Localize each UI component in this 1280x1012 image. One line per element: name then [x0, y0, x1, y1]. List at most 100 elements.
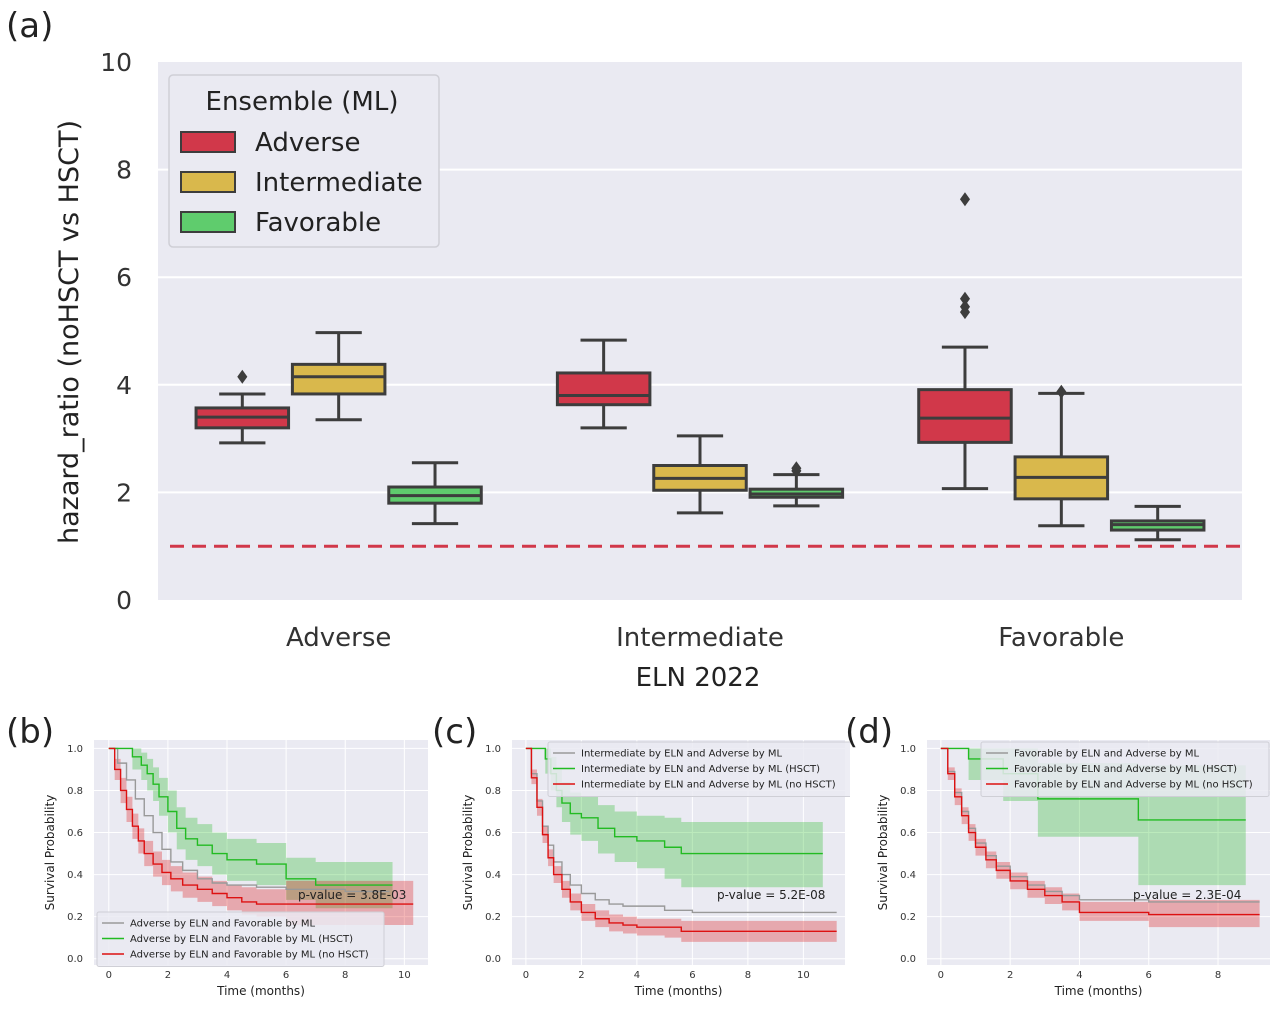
legend-label: Intermediate by ELN and Adverse by ML [581, 749, 782, 760]
p-value-annotation: p-value = 3.8E-03 [298, 888, 406, 902]
x-tick-label: 10 [398, 970, 411, 981]
x-tick-label: 4 [224, 970, 230, 981]
x-tick-label: Favorable [998, 623, 1124, 653]
legend-label: Intermediate by ELN and Adverse by ML (n… [581, 780, 836, 791]
x-tick-label: 4 [634, 970, 640, 981]
y-tick-label: 0 [116, 586, 132, 615]
box-body [917, 388, 1013, 444]
outlier-point [959, 192, 971, 207]
survival-curve [525, 747, 837, 914]
legend: Ensemble (ML) Adverse Intermediate Favorab… [168, 74, 440, 248]
confidence-band [940, 748, 1260, 928]
y-tick-label: 0.8 [485, 786, 501, 797]
y-axis-label: Survival Probability [43, 795, 57, 911]
survival-chart-d: (d) 0 2 4 6 8 0.0 0.2 0.4 0.6 0.8 1.0 p-value = 2.3E… [845, 712, 1270, 998]
x-tick-label: 2 [165, 970, 171, 981]
box [290, 331, 387, 422]
box [652, 434, 748, 515]
panel-label: (c) [432, 712, 477, 752]
box-series [194, 192, 1206, 542]
x-tick-label: 6 [689, 970, 695, 981]
survival-curve [525, 747, 837, 933]
legend-label: Adverse by ELN and Favorable by ML (no H… [130, 950, 369, 961]
panel-label: (d) [845, 712, 893, 752]
outlier-point [959, 291, 971, 306]
survival-curve [108, 747, 390, 893]
legend-swatch [180, 211, 236, 233]
panel-label: (b) [6, 712, 54, 752]
legend-swatch [180, 131, 236, 153]
x-tick-label: 10 [797, 970, 810, 981]
legend-label: Intermediate [255, 168, 423, 198]
y-axis-label: Survival Probability [461, 795, 475, 911]
y-tick-label: 0.8 [900, 786, 916, 797]
x-tick-label: 8 [342, 970, 348, 981]
y-tick-label: 0.6 [67, 828, 83, 839]
x-tick-label: 8 [745, 970, 751, 981]
y-tick-label: 8 [116, 156, 132, 185]
y-tick-label: 0.8 [67, 786, 83, 797]
legend-label: Adverse by ELN and Favorable by ML (HSCT… [130, 934, 353, 945]
p-value-annotation: p-value = 2.3E-04 [1133, 888, 1241, 902]
x-tick-label: Intermediate [616, 623, 784, 653]
legend-entry: Adverse by ELN and Favorable by ML [102, 919, 315, 930]
y-tick-label: 0.4 [900, 870, 916, 881]
legend-entry: Intermediate [180, 168, 423, 198]
legend-entry: Adverse by ELN and Favorable by ML (no H… [102, 950, 369, 961]
y-tick-label: 0.0 [67, 954, 83, 965]
outlier-point [1056, 384, 1067, 399]
legend-label: Favorable by ELN and Adverse by ML [1014, 749, 1199, 760]
x-axis-label: ELN 2022 [636, 663, 761, 693]
y-tick-label: 10 [100, 48, 132, 77]
outlier-point [959, 299, 971, 314]
y-axis-label: Survival Probability [876, 795, 890, 911]
y-tick-label: 0.4 [67, 870, 83, 881]
y-tick-label: 0.2 [485, 912, 501, 923]
survival-curve [108, 747, 414, 905]
box [555, 338, 652, 430]
x-tick-label: 6 [283, 970, 289, 981]
legend-frame [980, 741, 1270, 797]
y-axis-label: hazard_ratio (noHSCT vs HSCT) [54, 120, 85, 544]
y-tick-label: 6 [116, 263, 132, 292]
box-body [290, 362, 387, 396]
legend-entry: Adverse [180, 128, 360, 158]
y-tick-label: 0.6 [900, 828, 916, 839]
x-tick-label: 6 [1146, 970, 1152, 981]
legend-frame [96, 911, 385, 967]
confidence-band [108, 748, 414, 926]
y-tick-label: 2 [116, 478, 132, 507]
y-tick-label: 0.0 [900, 954, 916, 965]
box [917, 192, 1013, 491]
x-tick-label: 0 [938, 970, 944, 981]
survival-curve [108, 747, 393, 886]
x-tick-label: 4 [1076, 970, 1082, 981]
outlier-point [237, 369, 248, 384]
x-axis-label: Time (months) [634, 984, 723, 998]
legend-entries: Adverse Intermediate Favorable [180, 128, 423, 238]
box [1013, 384, 1110, 528]
legend-label: Intermediate by ELN and Adverse by ML (H… [581, 764, 820, 775]
y-tick-label: 0.6 [485, 828, 501, 839]
x-tick-label: Adverse [286, 623, 391, 653]
survival-chart-c: (c) 0 2 4 6 8 10 0.0 0.2 0.4 0.6 0.8 1.0 p-value = 5.… [432, 712, 850, 998]
box [387, 461, 483, 526]
x-axis-label: Time (months) [216, 984, 305, 998]
legend-label: Adverse by ELN and Favorable by ML [130, 919, 315, 930]
legend-frame [547, 741, 850, 797]
legend-label: Adverse [255, 128, 360, 158]
legend-frame [168, 74, 440, 248]
x-tick-label: 0 [523, 970, 529, 981]
y-tick-label: 1.0 [67, 744, 83, 755]
box [1109, 504, 1206, 542]
y-tick-label: 1.0 [485, 744, 501, 755]
boxplot-chart: (a) 0 2 4 6 8 10 Adverse Intermediate Favorable… [6, 6, 1242, 693]
legend-label: Favorable [255, 208, 381, 238]
box [748, 461, 845, 508]
y-tick-labels: 0 2 4 6 8 10 [100, 48, 132, 615]
legend-entry: Intermediate by ELN and Adverse by ML (H… [553, 764, 820, 775]
x-tick-label: 2 [578, 970, 584, 981]
x-axis-label: Time (months) [1054, 984, 1143, 998]
survival-chart-b: (b) 0 2 4 6 8 10 0.0 0.2 0.4 0.6 0.8 1.0 p-value = 3.… [6, 712, 428, 998]
y-tick-label: 1.0 [900, 744, 916, 755]
